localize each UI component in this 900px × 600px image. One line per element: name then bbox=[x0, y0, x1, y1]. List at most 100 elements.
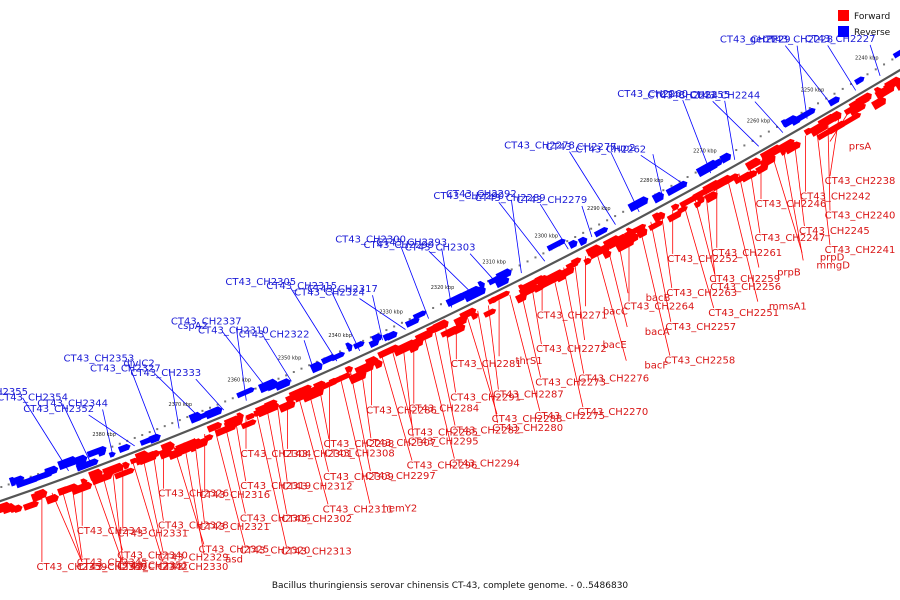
minor-tick bbox=[432, 306, 435, 309]
forward-gene-feature bbox=[817, 113, 836, 129]
forward-leader-line bbox=[563, 267, 585, 374]
reverse-gene-label: CT43_CH2244 bbox=[690, 91, 761, 102]
reverse-leader-line bbox=[827, 45, 857, 91]
minor-tick bbox=[510, 268, 513, 271]
reverse-gene-feature bbox=[96, 447, 107, 457]
reverse-gene-label: CT43_CH2293 bbox=[376, 238, 447, 249]
minor-tick bbox=[800, 111, 803, 114]
minor-tick bbox=[606, 219, 609, 222]
minor-tick bbox=[400, 321, 403, 324]
forward-gene-feature bbox=[784, 141, 801, 155]
forward-gene-label: CT43_CH2286 bbox=[366, 405, 437, 416]
forward-gene-feature bbox=[840, 112, 862, 127]
forward-leader-line bbox=[434, 331, 456, 426]
forward-gene-label: CT43_CH2288 bbox=[492, 414, 563, 425]
reverse-gene-label: CT43_CH2303 bbox=[405, 243, 476, 254]
reverse-gene-feature bbox=[148, 433, 161, 444]
forward-leader-line bbox=[308, 389, 329, 472]
minor-tick bbox=[598, 223, 601, 226]
reverse-gene-label: CT43_CH2228 bbox=[762, 34, 833, 45]
reverse-gene-label: CT43_CH2354 bbox=[0, 393, 68, 404]
forward-leader-line bbox=[276, 403, 288, 482]
reverse-gene-feature bbox=[204, 406, 223, 420]
reverse-leader-line bbox=[263, 336, 292, 382]
forward-gene-label: CT43_CH2319 bbox=[240, 481, 311, 492]
reverse-gene-feature bbox=[793, 107, 816, 123]
forward-gene-label: CT43_CH2295 bbox=[408, 437, 479, 448]
forward-leader-line bbox=[771, 154, 803, 253]
forward-leader-line bbox=[235, 421, 247, 482]
forward-leader-line bbox=[61, 489, 83, 563]
forward-gene-label: CT43_CH2321 bbox=[199, 522, 270, 533]
forward-gene-feature bbox=[518, 283, 538, 298]
minor-tick bbox=[686, 176, 689, 179]
reverse-gene-feature bbox=[330, 351, 346, 362]
reverse-gene-label: CT43_CH2310 bbox=[198, 325, 269, 336]
backbone-line bbox=[0, 68, 900, 503]
kbp-tick-label: 2330 kbp bbox=[379, 310, 403, 316]
forward-gene-label: CT43_CH2270 bbox=[578, 407, 649, 418]
reverse-gene-feature bbox=[546, 238, 566, 252]
kbp-tick-label: 2260 kbp bbox=[747, 119, 771, 125]
forward-gene-label: CT43_CH2342 bbox=[117, 562, 188, 573]
minor-tick bbox=[231, 397, 234, 400]
forward-gene-feature bbox=[487, 290, 511, 305]
forward-gene-label: CT43_CH2298 bbox=[324, 439, 395, 450]
legend-reverse-swatch bbox=[838, 26, 849, 37]
forward-gene-label: CT43_CH2328 bbox=[158, 521, 229, 532]
reverse-gene-label: CT43_CH2324 bbox=[294, 288, 365, 299]
forward-gene-feature bbox=[70, 481, 93, 496]
minor-tick bbox=[22, 478, 25, 481]
forward-leader-line bbox=[827, 122, 831, 211]
minor-tick bbox=[891, 58, 894, 61]
reverse-gene-feature bbox=[494, 276, 510, 289]
reverse-leader-line bbox=[652, 154, 664, 200]
minor-tick bbox=[833, 92, 836, 95]
forward-gene-label: CT43_CH2304 bbox=[241, 449, 312, 460]
minor-tick bbox=[178, 419, 181, 422]
forward-gene-label: CT43_CH2340 bbox=[117, 550, 188, 561]
reverse-gene-label: gerPF2 bbox=[750, 35, 785, 46]
forward-gene-label: thrS1 bbox=[516, 356, 543, 367]
reverse-gene-label: CT43_CH2255 bbox=[659, 90, 730, 101]
forward-leader-line bbox=[816, 129, 831, 246]
minor-tick bbox=[735, 149, 738, 152]
tick-labels: 2240 kbp 2250 kbp 2260 kbp 2270 kbp 2280 kbp… bbox=[92, 56, 878, 438]
forward-leader-line bbox=[183, 442, 205, 555]
minor-tick bbox=[718, 158, 721, 161]
forward-leader-line bbox=[639, 227, 671, 356]
kbp-tick-label: 2370 kbp bbox=[169, 402, 193, 408]
reverse-leader-line bbox=[640, 154, 688, 187]
forward-gene-label: CT43_CH2280 bbox=[492, 423, 563, 434]
forward-leader-line bbox=[256, 412, 287, 547]
reverse-leader-line bbox=[712, 101, 759, 147]
forward-gene-label: CT43_CH2308 bbox=[324, 448, 395, 459]
forward-gene-label: CT43_CH2252 bbox=[667, 254, 738, 265]
minor-tick bbox=[111, 445, 114, 448]
forward-gene-feature bbox=[57, 483, 79, 496]
kbp-tick-label: 2350 kbp bbox=[278, 356, 302, 362]
minor-tick bbox=[694, 171, 697, 174]
reverse-gene-label: CT43_CH2290 bbox=[433, 191, 504, 202]
reverse-gene-label: CT43_CH2262 bbox=[575, 144, 646, 155]
kbp-tick-label: 2320 kbp bbox=[431, 285, 455, 291]
forward-leader-line bbox=[738, 173, 760, 268]
forward-gene-feature bbox=[617, 232, 639, 249]
forward-gene-feature bbox=[648, 220, 664, 231]
forward-gene-label: CT43_CH2257 bbox=[665, 322, 736, 333]
minor-tick bbox=[338, 350, 341, 353]
minor-tick bbox=[254, 387, 257, 390]
reverse-leader-line bbox=[195, 378, 225, 411]
reverse-leader-line bbox=[88, 414, 135, 447]
minor-tick bbox=[759, 135, 762, 138]
reverse-gene-feature bbox=[412, 310, 427, 321]
reverse-gene-label: CT43_CH2305 bbox=[225, 277, 296, 288]
forward-gene-label: bacE bbox=[602, 340, 626, 351]
forward-leader-line bbox=[488, 305, 499, 390]
forward-gene-feature bbox=[193, 437, 209, 450]
kbp-tick-label: 2290 kbp bbox=[587, 206, 611, 212]
minor-tick bbox=[883, 63, 886, 66]
forward-gene-label: prsA bbox=[849, 142, 872, 153]
minor-tick bbox=[614, 215, 617, 218]
